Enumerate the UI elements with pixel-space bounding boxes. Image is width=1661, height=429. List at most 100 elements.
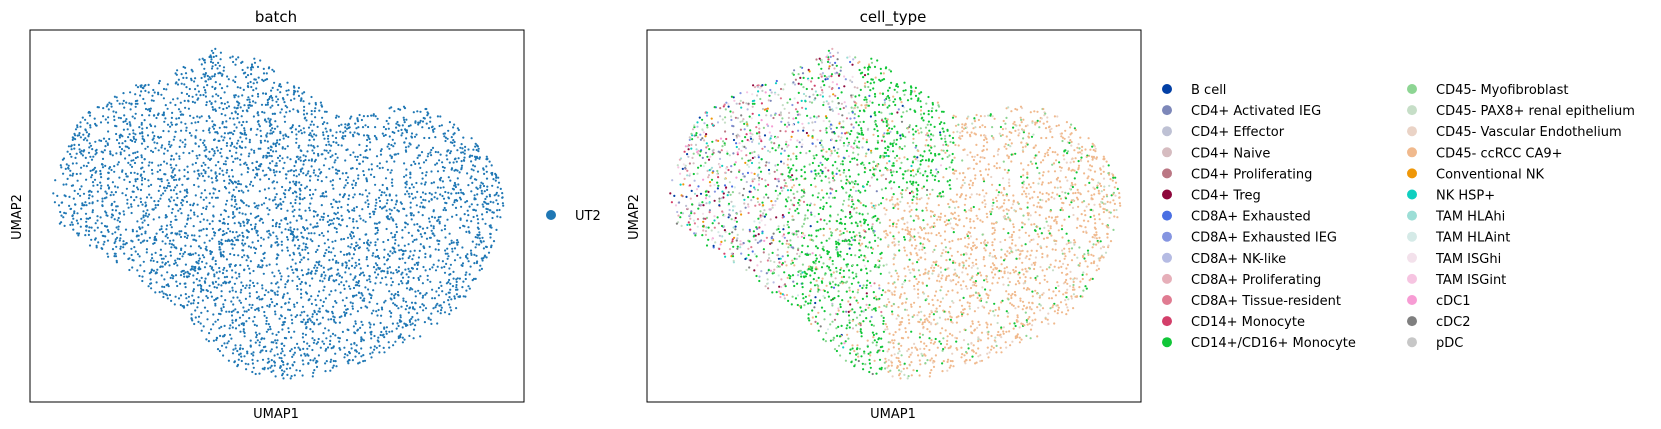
scatter-point — [801, 271, 804, 274]
scatter-point — [397, 270, 400, 273]
scatter-point — [295, 180, 298, 183]
scatter-point — [295, 191, 298, 194]
scatter-point — [360, 118, 363, 122]
scatter-point — [154, 147, 157, 150]
scatter-point — [275, 302, 278, 306]
scatter-point — [364, 233, 367, 236]
scatter-point — [172, 199, 176, 202]
scatter-point — [232, 188, 235, 191]
scatter-point — [705, 244, 709, 247]
scatter-point — [857, 355, 860, 358]
scatter-point — [149, 259, 152, 262]
scatter-point — [349, 313, 352, 316]
scatter-point — [79, 121, 82, 124]
scatter-point — [225, 199, 229, 202]
scatter-point — [245, 229, 248, 232]
scatter-point — [147, 179, 150, 182]
scatter-point — [150, 196, 153, 199]
scatter-point — [442, 197, 446, 200]
scatter-point — [159, 197, 162, 200]
scatter-point — [379, 153, 383, 156]
scatter-point — [253, 323, 256, 326]
scatter-point — [99, 187, 102, 190]
scatter-point — [322, 164, 326, 167]
scatter-point — [408, 334, 411, 337]
scatter-point — [358, 214, 361, 217]
scatter-point — [978, 126, 982, 129]
scatter-point — [348, 253, 351, 256]
scatter-point — [726, 150, 729, 153]
scatter-point — [257, 168, 260, 171]
scatter-point — [485, 256, 488, 259]
scatter-point — [459, 217, 462, 220]
scatter-point — [332, 279, 335, 282]
scatter-point — [811, 309, 814, 312]
scatter-point — [353, 342, 356, 345]
scatter-point — [218, 220, 222, 223]
scatter-point — [182, 272, 185, 275]
scatter-point — [903, 373, 906, 376]
scatter-point — [306, 246, 309, 249]
scatter-point — [404, 261, 407, 264]
scatter-point — [476, 218, 479, 221]
scatter-point — [228, 327, 231, 330]
scatter-point — [211, 106, 214, 109]
scatter-point — [99, 121, 103, 124]
scatter-point — [391, 138, 394, 141]
scatter-point — [182, 306, 186, 309]
scatter-point — [368, 301, 371, 304]
scatter-point — [243, 104, 246, 107]
scatter-point — [786, 145, 789, 148]
scatter-point — [143, 239, 146, 242]
scatter-point — [133, 161, 137, 165]
scatter-point — [103, 197, 106, 200]
scatter-point — [263, 174, 266, 177]
scatter-point — [162, 295, 165, 299]
scatter-point — [179, 274, 183, 277]
scatter-point — [237, 358, 240, 361]
scatter-point — [217, 240, 221, 243]
scatter-point — [214, 131, 217, 134]
scatter-point — [257, 264, 260, 267]
scatter-point — [424, 252, 427, 255]
scatter-point — [876, 244, 880, 247]
scatter-point — [213, 286, 216, 289]
scatter-point — [278, 143, 281, 146]
scatter-point — [349, 117, 352, 120]
scatter-point — [366, 199, 369, 202]
scatter-point — [245, 284, 248, 287]
scatter-point — [214, 188, 217, 191]
scatter-point — [159, 163, 162, 166]
scatter-point — [317, 337, 320, 341]
scatter-point — [455, 213, 458, 217]
scatter-point — [135, 235, 138, 238]
scatter-point — [841, 114, 844, 117]
scatter-point — [189, 114, 192, 117]
scatter-point — [328, 167, 331, 170]
scatter-point — [446, 252, 449, 255]
scatter-point — [308, 344, 311, 348]
scatter-point — [259, 178, 262, 181]
scatter-point — [691, 128, 695, 131]
scatter-point — [360, 347, 363, 350]
scatter-point — [409, 250, 412, 253]
scatter-point — [75, 219, 78, 222]
scatter-point — [940, 121, 943, 124]
scatter-point — [206, 273, 210, 276]
scatter-point — [214, 304, 217, 307]
scatter-point — [272, 369, 275, 372]
scatter-point — [217, 72, 220, 75]
scatter-point — [335, 141, 338, 144]
scatter-point — [381, 132, 384, 135]
scatter-point — [221, 272, 225, 275]
scatter-point — [64, 167, 67, 170]
scatter-point — [325, 176, 328, 179]
scatter-point — [96, 215, 99, 218]
scatter-point — [103, 149, 106, 152]
scatter-point — [186, 217, 190, 220]
scatter-point — [811, 252, 814, 255]
scatter-point — [277, 203, 280, 206]
scatter-point — [939, 342, 943, 345]
scatter-point — [310, 165, 313, 168]
